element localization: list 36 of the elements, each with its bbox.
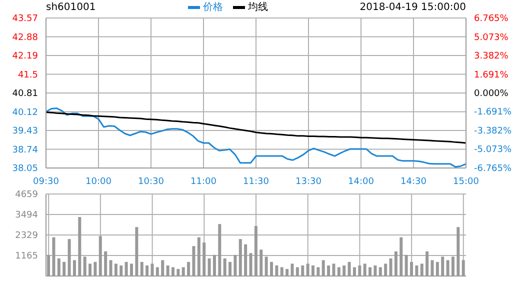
- y2-tick-label: -6.765%: [474, 164, 512, 174]
- y-tick-label: 4659: [15, 190, 38, 200]
- text: 2018-04-19 15:00:00: [360, 2, 466, 12]
- y-tick-label: 3494: [15, 210, 38, 221]
- x-tick-label: 15:00: [453, 177, 480, 187]
- x-tick-label: 14:00: [348, 177, 374, 187]
- y2-tick-label: -1.691%: [474, 108, 512, 118]
- x-tick-label: 10:00: [86, 177, 112, 187]
- x-tick-label: 14:30: [400, 177, 427, 187]
- y-tick-label: 40.12: [12, 108, 38, 118]
- x-tick-label: 13:30: [296, 177, 322, 187]
- y-tick-label: 43.57: [12, 14, 38, 24]
- y2-tick-label: 1.691%: [474, 70, 509, 80]
- y-tick-label: 2329: [15, 231, 38, 242]
- y-tick-label: 41.5: [18, 70, 38, 80]
- x-tick-label: 11:00: [190, 177, 217, 187]
- y2-tick-label: 3.382%: [474, 52, 509, 62]
- legend-label: 价格: [202, 0, 223, 14]
- y-tick-label: 42.88: [12, 32, 38, 43]
- x-tick-label: 11:30: [243, 177, 270, 187]
- y2-tick-label: 6.765%: [474, 14, 509, 24]
- chart-title: sh601001: [46, 2, 96, 12]
- x-tick-label: 10:30: [138, 177, 164, 187]
- y2-tick-label: -3.382%: [474, 126, 512, 136]
- y-tick-label: 38.74: [12, 145, 38, 156]
- y-tick-label: 38.05: [12, 164, 38, 174]
- y2-tick-label: 5.073%: [474, 32, 509, 43]
- y-tick-label: 42.19: [12, 52, 38, 62]
- y-tick-label: 40.81: [12, 89, 38, 99]
- y2-tick-label: 0.000%: [474, 89, 509, 99]
- x-tick-label: 09:30: [33, 177, 60, 187]
- y2-tick-label: -5.073%: [474, 145, 512, 156]
- y-tick-label: 1165: [15, 252, 38, 262]
- legend-label: 均线: [246, 0, 268, 14]
- line-series: [45, 112, 467, 144]
- y-tick-label: 39.43: [12, 126, 38, 136]
